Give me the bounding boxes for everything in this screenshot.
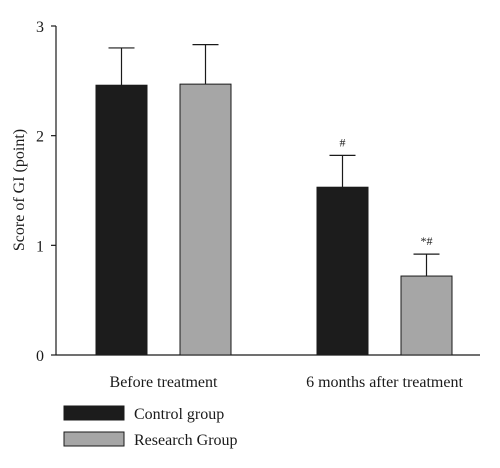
significance-marker: # xyxy=(340,135,346,149)
legend-label: Research Group xyxy=(134,432,238,449)
bar xyxy=(179,83,232,356)
legend-label: Control group xyxy=(134,406,224,423)
y-axis-label: Score of GI (point) xyxy=(11,129,28,251)
y-tick-label: 1 xyxy=(36,238,44,255)
error-bars xyxy=(108,44,440,277)
y-tick-label: 0 xyxy=(36,348,44,365)
bar xyxy=(316,186,369,356)
legend-swatch xyxy=(63,431,125,447)
y-tick-label: 3 xyxy=(36,19,44,36)
significance-annotations: # *# xyxy=(340,135,433,248)
significance-marker: *# xyxy=(421,234,433,248)
x-tick-label: 6 months after treatment xyxy=(306,374,463,391)
legend-swatch xyxy=(63,405,125,421)
bar xyxy=(95,84,148,356)
bar xyxy=(400,275,453,356)
y-tick-label: 2 xyxy=(36,129,44,146)
bars xyxy=(95,83,453,356)
x-tick-label: Before treatment xyxy=(110,374,219,391)
tick-labels: 0 1 2 3 Before treatment 6 months after treat… xyxy=(36,19,463,391)
legend: Control group Research Group xyxy=(63,405,238,449)
